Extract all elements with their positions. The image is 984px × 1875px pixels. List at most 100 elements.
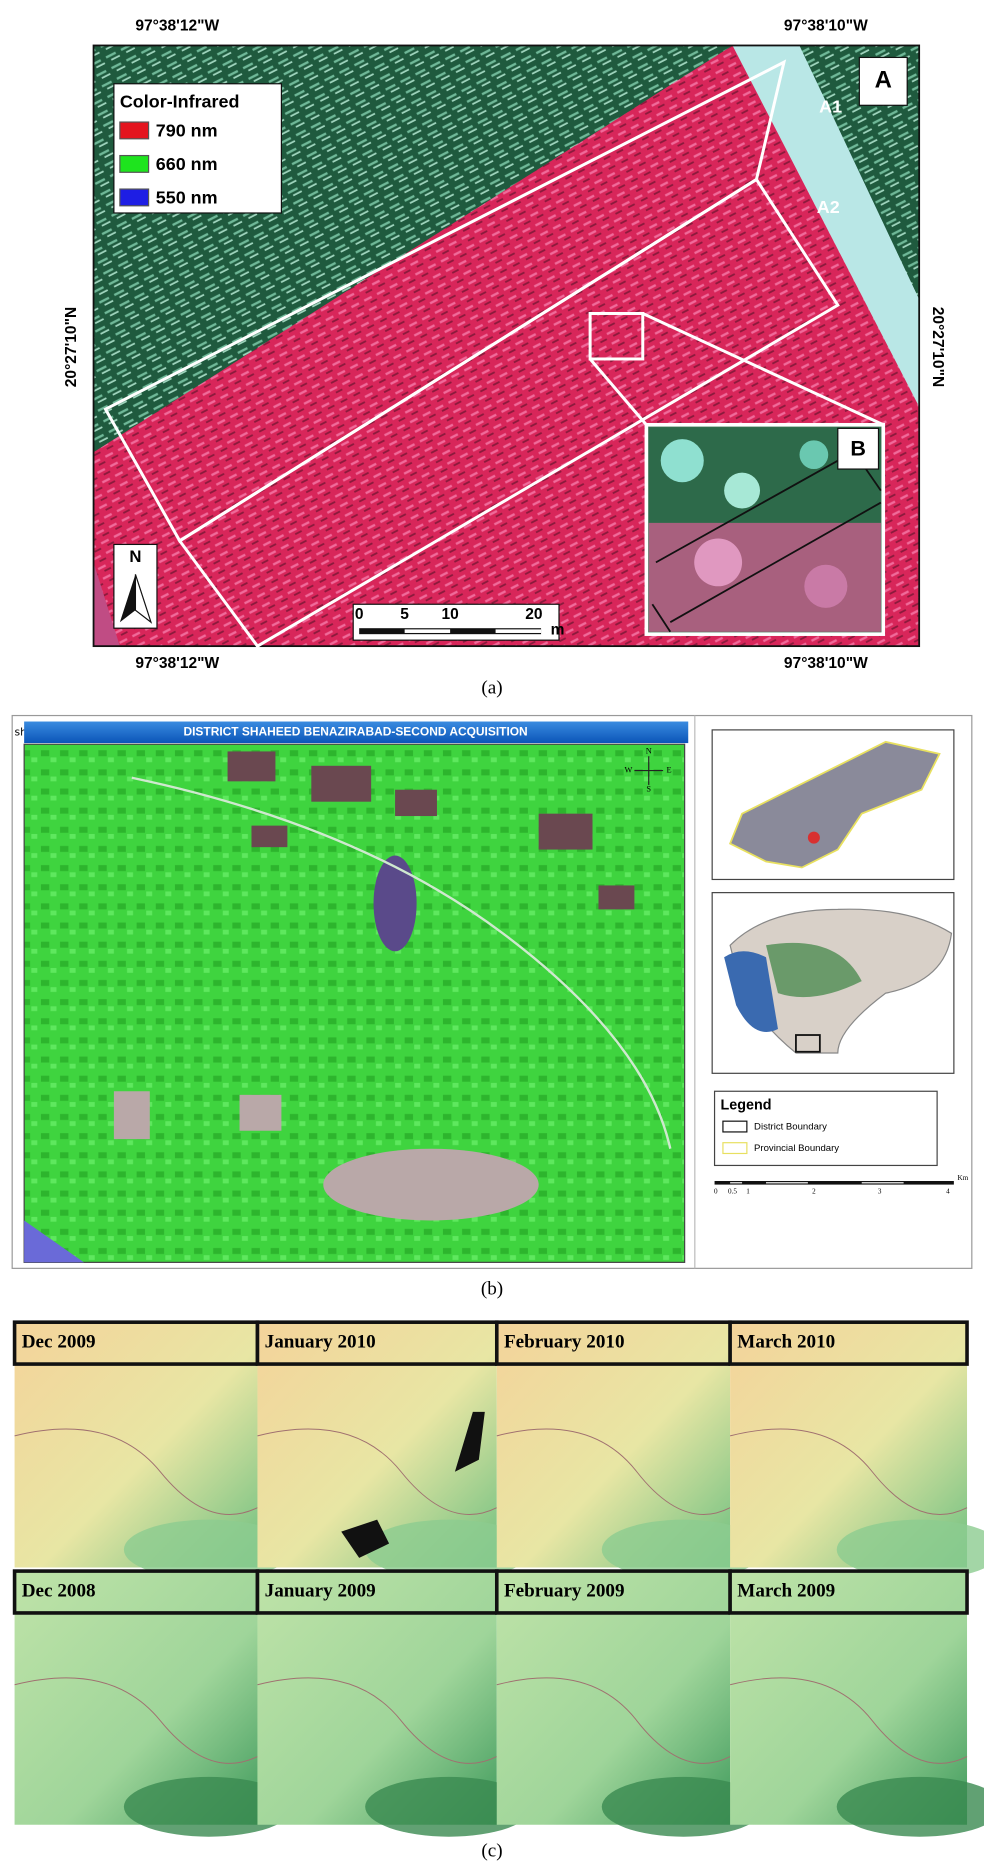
map-tile <box>836 1776 984 1837</box>
map-tile <box>365 1519 533 1580</box>
district-boundary <box>14 1677 258 1764</box>
satellite-image <box>538 813 593 850</box>
map-tile: March 2009 <box>728 1569 984 1837</box>
satellite-image <box>373 855 417 952</box>
inset-label: B <box>850 437 866 461</box>
district-boundary <box>257 1677 497 1764</box>
legend-box <box>119 121 150 140</box>
title-bar <box>24 721 689 744</box>
scale-bar <box>404 629 451 633</box>
flood-area <box>341 1411 485 1558</box>
month-label: February 2010 <box>504 1332 625 1353</box>
compass-label: E <box>667 766 672 775</box>
legend-item: 660 nm <box>156 154 218 174</box>
zoom-inset <box>724 472 761 509</box>
label-bar <box>728 1569 969 1615</box>
panel-label-box <box>858 56 908 106</box>
satellite-image <box>23 743 686 1263</box>
zone-outline <box>177 177 840 649</box>
zone-outline <box>588 312 645 361</box>
zoom-inset <box>669 501 882 623</box>
scale-bar <box>495 629 542 633</box>
zone-outline <box>642 312 884 427</box>
locator-map <box>807 831 820 844</box>
district-boundary <box>257 1428 497 1515</box>
scale-bar <box>766 1182 808 1184</box>
month-label: January 2010 <box>265 1332 376 1353</box>
compass <box>634 756 664 785</box>
inset-label-box <box>837 427 880 470</box>
legend-box <box>119 154 150 173</box>
scale-label: 0.5 <box>728 1187 737 1195</box>
month-label: March 2010 <box>737 1332 835 1353</box>
district-boundary <box>496 1677 731 1764</box>
zoom-inset <box>651 603 672 633</box>
map-tile <box>601 1776 766 1837</box>
inset-label-box <box>837 427 880 470</box>
coordinate-label: 97°38'12"W <box>135 17 219 34</box>
scale-label: 1 <box>746 1187 750 1195</box>
title-bar <box>24 721 689 744</box>
compass-label: W <box>624 766 632 775</box>
map-tile: January 2010 <box>255 1320 533 1580</box>
zoom-inset <box>694 538 743 587</box>
zoom-inset <box>799 440 829 470</box>
satellite-image <box>598 885 635 910</box>
map-title: DISTRICT SHAHEED BENAZIRABAD-SECOND ACQU… <box>183 724 527 738</box>
scale-label: 3 <box>878 1187 882 1195</box>
district-boundary <box>729 1428 968 1515</box>
legend-item: 550 nm <box>156 187 218 207</box>
locator-map <box>711 729 955 1074</box>
scale-label: 5 <box>400 606 409 623</box>
zone-label: A1 <box>819 96 842 116</box>
caption: (b) <box>481 1278 503 1299</box>
scale-bar <box>730 1182 743 1184</box>
map-tile <box>365 1776 533 1837</box>
map-tile <box>123 1776 294 1837</box>
zoom-inset <box>660 439 704 483</box>
locator-map <box>766 942 862 998</box>
legend-item: 790 nm <box>156 120 218 140</box>
scale-label: 2 <box>812 1187 816 1195</box>
district-boundary <box>14 1428 258 1515</box>
scale-label: 4 <box>946 1187 950 1195</box>
zoom-inset <box>804 564 848 608</box>
scale-bar <box>861 1182 904 1184</box>
month-label: Dec 2008 <box>22 1580 96 1601</box>
satellite-image <box>395 789 437 817</box>
scale-label: 10 <box>441 606 459 623</box>
legend-box <box>713 1090 938 1167</box>
satellite-image <box>227 751 635 910</box>
month-label: Dec 2009 <box>22 1332 96 1353</box>
panel-c: (c) Dec 2009 January 2010 February 2010 Mar… <box>12 1320 984 1862</box>
map-tile: Dec 2008 <box>12 1569 294 1837</box>
satellite-image <box>251 825 288 848</box>
north-label: N <box>129 547 141 566</box>
zoom-inset <box>644 422 886 636</box>
scale-label: 0 <box>355 606 364 623</box>
panel-label: A <box>875 67 892 94</box>
legend-box <box>722 1142 748 1155</box>
scale-label: 20 <box>525 606 543 623</box>
map-tile: Dec 2009 <box>12 1320 294 1580</box>
district-boundary <box>729 1677 968 1764</box>
zoom-inset <box>655 459 839 564</box>
scale-bar <box>352 603 560 641</box>
legend-item: District Boundary <box>754 1122 827 1133</box>
month-label: January 2009 <box>265 1580 376 1601</box>
map-tile: January 2009 <box>255 1569 533 1837</box>
panel-label-box <box>858 56 908 106</box>
label-bar <box>728 1320 969 1366</box>
map-tile: March 2010 <box>728 1320 984 1580</box>
satellite-image <box>227 751 276 782</box>
locator-map <box>795 1034 821 1053</box>
legend-box <box>113 83 283 214</box>
coordinate-label: 97°38'10"W <box>784 655 868 672</box>
north-arrow <box>113 543 158 629</box>
district-boundary <box>496 1428 731 1515</box>
coordinate-label: 20°27'10"N <box>929 307 946 387</box>
coordinate-label: 20°27'10"N <box>63 307 80 387</box>
compass-label: S <box>646 785 651 794</box>
